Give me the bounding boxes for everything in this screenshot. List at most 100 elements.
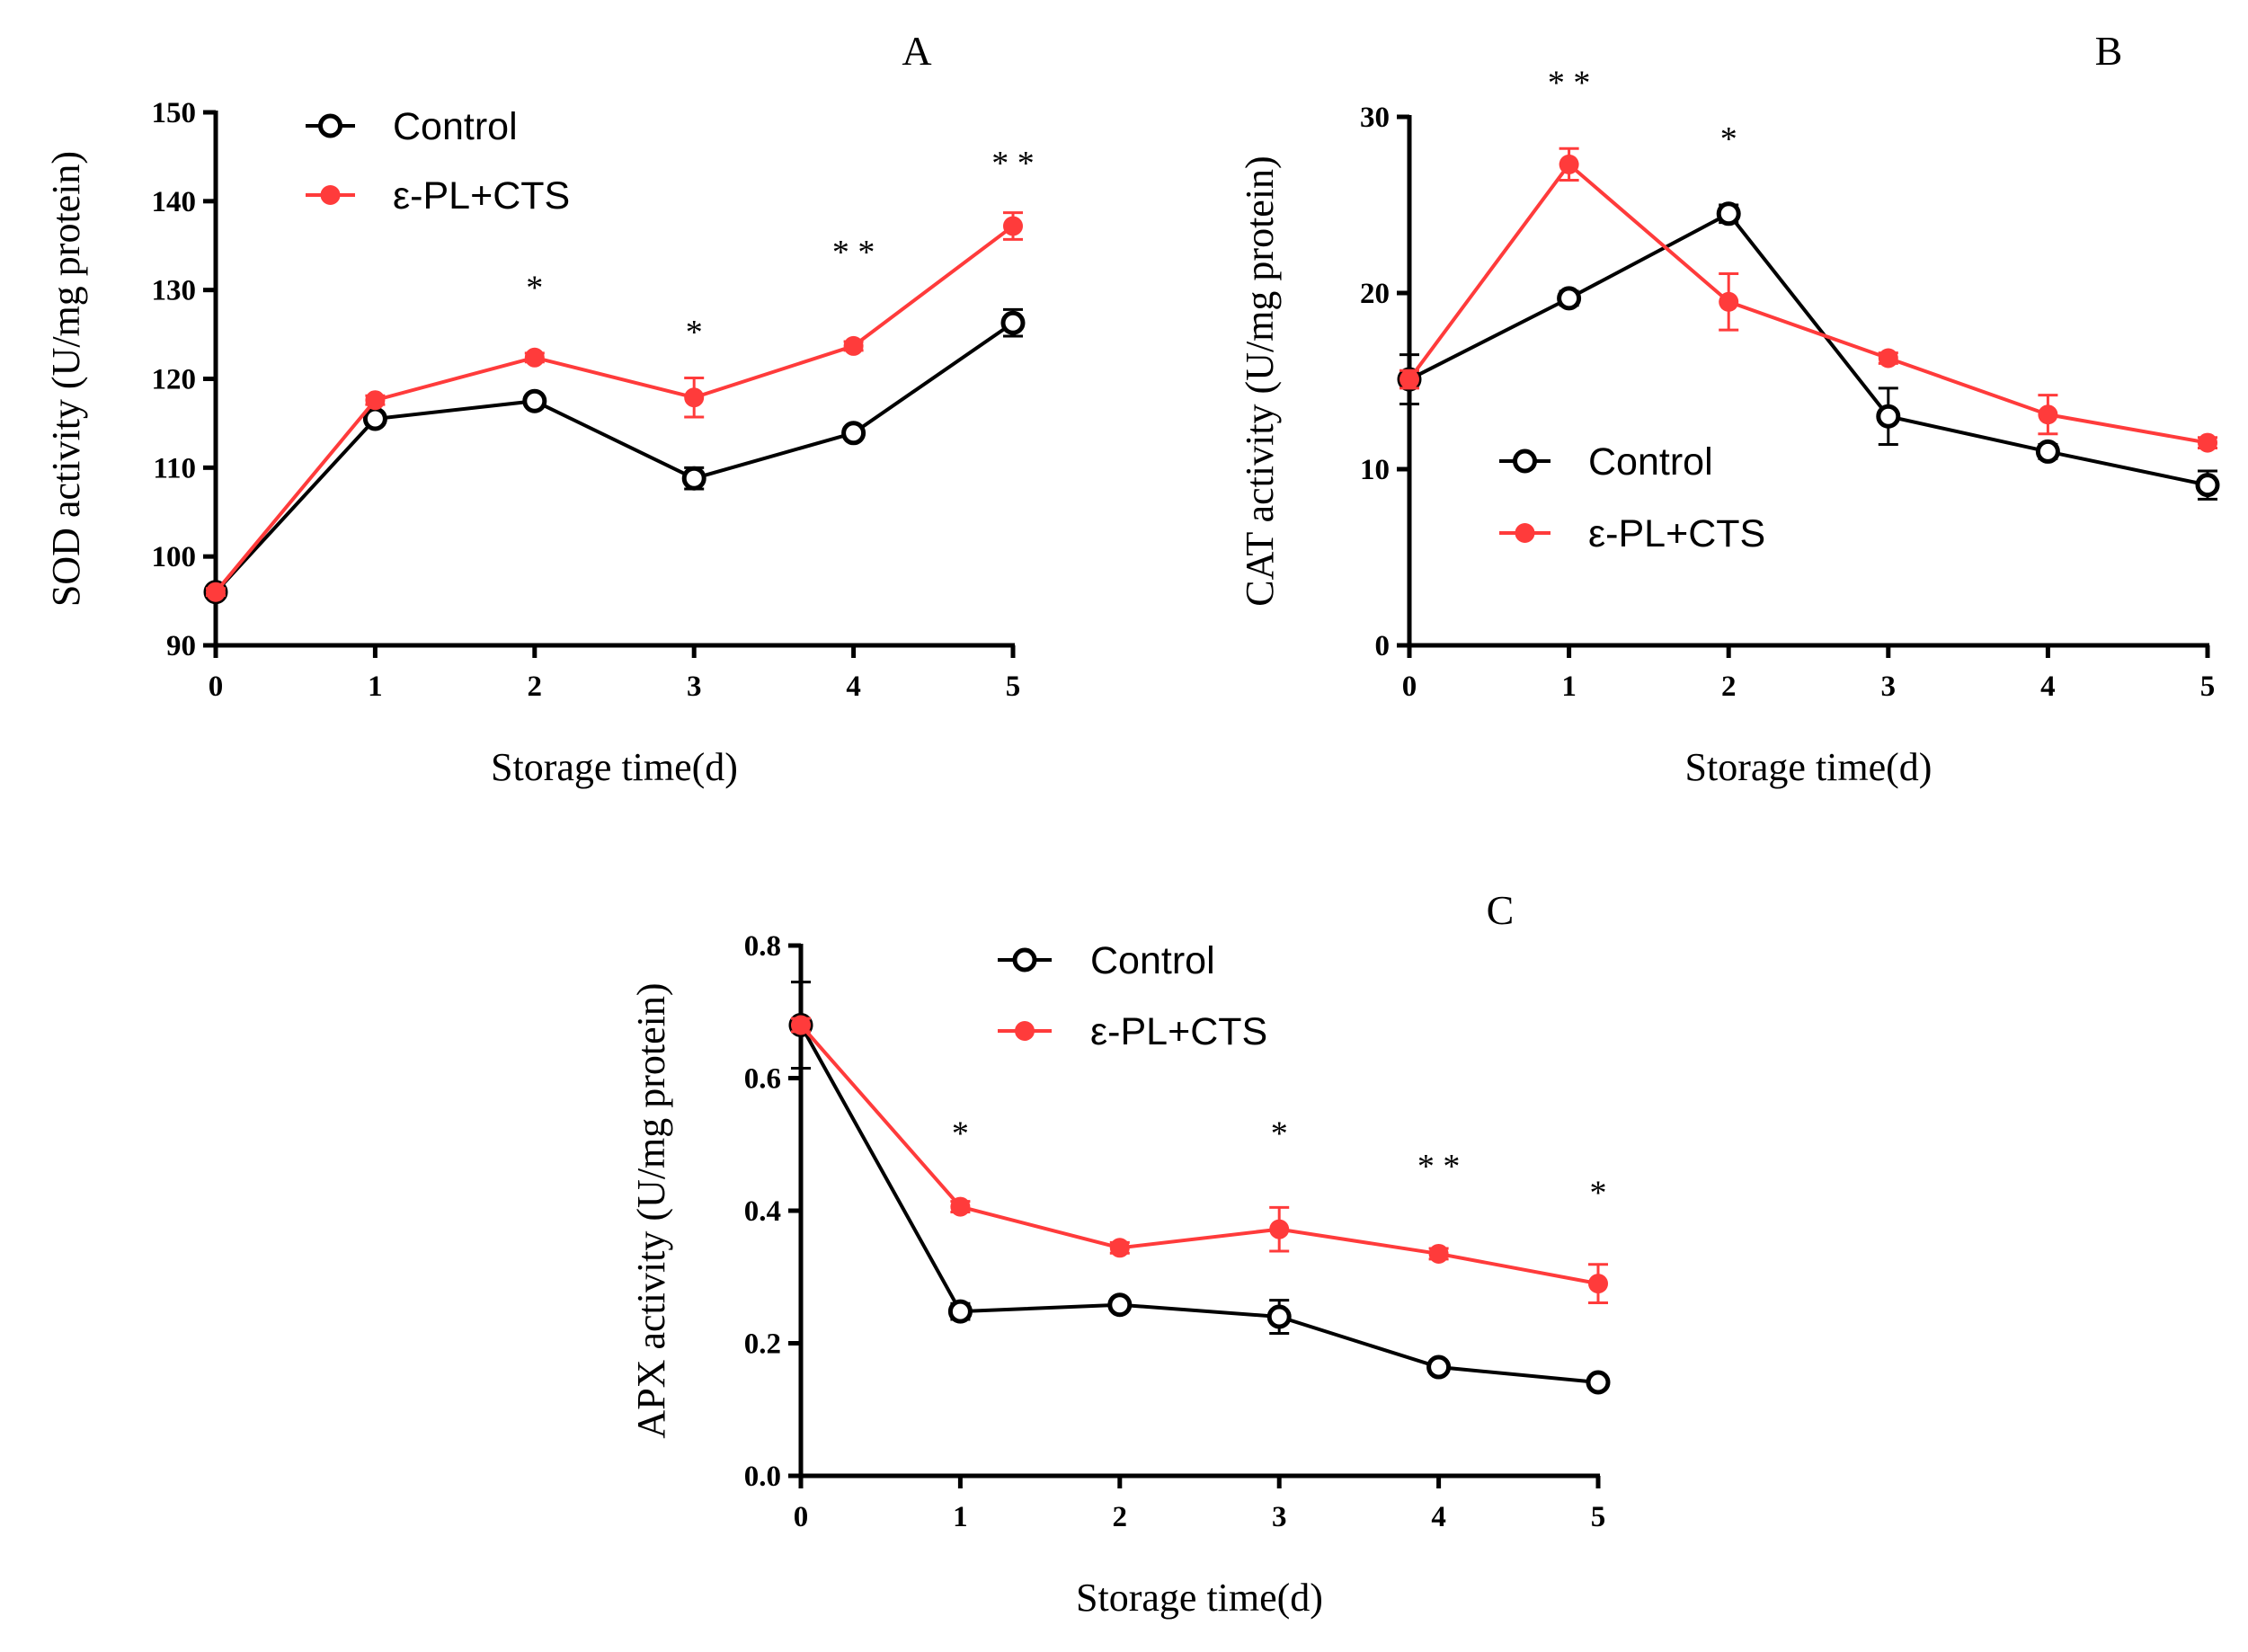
x-axis-title: Storage time(d) xyxy=(491,745,738,789)
y-axis-title: CAT activity (U/mg protein) xyxy=(1238,155,1282,606)
legend-marker xyxy=(320,185,341,205)
data-point xyxy=(2195,473,2220,498)
legend-marker xyxy=(1012,947,1037,973)
x-tick-label: 5 xyxy=(2200,671,2216,703)
series-treatment xyxy=(791,1015,1608,1305)
legend-label: Control xyxy=(393,105,518,148)
x-tick-label: 1 xyxy=(368,671,383,703)
x-tick-label: 0 xyxy=(1402,671,1417,703)
legend-marker xyxy=(318,113,342,138)
x-axis-title: Storage time(d) xyxy=(1076,1576,1323,1620)
legend: Control ε-PL+CTS xyxy=(998,939,1267,1053)
data-point xyxy=(1716,201,1741,226)
data-point xyxy=(1586,1370,1611,1395)
data-point xyxy=(524,347,545,368)
significance-marker: * xyxy=(952,1115,969,1152)
x-tick-label: 3 xyxy=(1272,1501,1287,1533)
legend: Control ε-PL+CTS xyxy=(306,105,570,218)
data-point xyxy=(362,406,387,431)
y-tick-label: 130 xyxy=(152,275,197,307)
data-point xyxy=(843,335,864,356)
legend-label: Control xyxy=(1090,939,1215,982)
y-tick-label: 100 xyxy=(152,541,197,573)
series-treatment xyxy=(1399,147,2217,453)
y-axis-title: APX activity (U/mg protein) xyxy=(629,982,673,1438)
x-tick-label: 4 xyxy=(1431,1501,1446,1533)
panel-label-a: A xyxy=(902,28,931,74)
significance-marker: * * xyxy=(991,145,1035,182)
significance-marker: * xyxy=(526,270,543,307)
data-point xyxy=(947,1299,973,1324)
legend-marker xyxy=(1513,449,1537,474)
data-point xyxy=(791,1015,811,1035)
data-point xyxy=(206,582,226,602)
data-point xyxy=(365,390,386,411)
significance-marker: * xyxy=(686,314,703,351)
series-line xyxy=(214,224,1015,593)
series-line xyxy=(799,1024,1599,1385)
x-tick-label: 1 xyxy=(1561,671,1577,703)
data-point xyxy=(522,388,547,413)
panel-b: B 0 10 20 30 0 1 2 3 4 5 Storage time(d) CAT activit… xyxy=(1238,28,2220,789)
y-tick-label: 110 xyxy=(153,452,196,484)
data-point xyxy=(1426,1354,1452,1380)
series-line xyxy=(1408,162,2208,445)
data-point xyxy=(1109,1238,1130,1258)
x-tick-label: 0 xyxy=(794,1501,809,1533)
data-point xyxy=(1878,348,1898,369)
significance-marker: * xyxy=(1271,1115,1288,1152)
y-tick-label: 140 xyxy=(152,186,197,218)
y-tick-label: 20 xyxy=(1360,278,1390,310)
legend-marker xyxy=(1015,1021,1035,1041)
data-point xyxy=(1876,404,1901,429)
legend-marker xyxy=(1515,523,1535,543)
y-tick-label: 0.6 xyxy=(744,1063,781,1096)
significance-marker: * * xyxy=(1548,65,1591,102)
x-tick-label: 2 xyxy=(1113,1501,1128,1533)
y-axis-title: SOD activity (U/mg protein) xyxy=(44,151,88,607)
x-tick-label: 3 xyxy=(687,671,702,703)
legend-label: ε-PL+CTS xyxy=(1588,512,1765,555)
data-point xyxy=(1719,291,1739,312)
significance-marker: * xyxy=(1720,120,1737,158)
x-axis-title: Storage time(d) xyxy=(1685,745,1933,789)
series-line xyxy=(214,321,1015,594)
panel-c: C 0.0 0.2 0.4 0.6 0.8 0 1 2 3 4 5 Storage time(d) APX… xyxy=(629,887,1611,1620)
panel-label-b: B xyxy=(2095,28,2123,74)
data-point xyxy=(1107,1292,1133,1318)
data-point xyxy=(2035,439,2060,464)
x-tick-label: 3 xyxy=(1881,671,1897,703)
x-tick-label: 4 xyxy=(846,671,861,703)
y-tick-label: 90 xyxy=(166,630,196,662)
data-point xyxy=(1399,369,1419,390)
legend: Control ε-PL+CTS xyxy=(1499,440,1765,555)
y-tick-label: 30 xyxy=(1360,102,1390,134)
x-tick-label: 2 xyxy=(528,671,543,703)
legend-label: ε-PL+CTS xyxy=(1090,1010,1267,1053)
y-tick-label: 150 xyxy=(152,97,197,129)
data-point xyxy=(2038,404,2058,425)
y-tick-label: 120 xyxy=(152,364,197,396)
significance-marker: * * xyxy=(1417,1148,1461,1186)
y-tick-label: 0 xyxy=(1375,630,1391,662)
significance-marker: * xyxy=(1590,1175,1607,1212)
data-point xyxy=(2198,432,2217,453)
x-tick-label: 5 xyxy=(1591,1501,1606,1533)
y-tick-label: 0.8 xyxy=(744,930,781,963)
data-point xyxy=(1269,1219,1290,1239)
data-point xyxy=(1557,286,1582,311)
data-point xyxy=(841,421,866,446)
data-point xyxy=(1003,216,1023,236)
panel-label-c: C xyxy=(1487,887,1515,933)
data-point xyxy=(1559,154,1579,174)
data-point xyxy=(1266,1304,1292,1329)
legend-label: ε-PL+CTS xyxy=(393,174,570,218)
data-point xyxy=(1000,310,1026,335)
y-tick-label: 10 xyxy=(1360,454,1390,486)
series-control xyxy=(788,981,1611,1395)
y-tick-label: 0.2 xyxy=(744,1328,781,1361)
data-point xyxy=(684,387,705,408)
data-point xyxy=(681,466,706,491)
significance-marker: * * xyxy=(832,234,875,271)
